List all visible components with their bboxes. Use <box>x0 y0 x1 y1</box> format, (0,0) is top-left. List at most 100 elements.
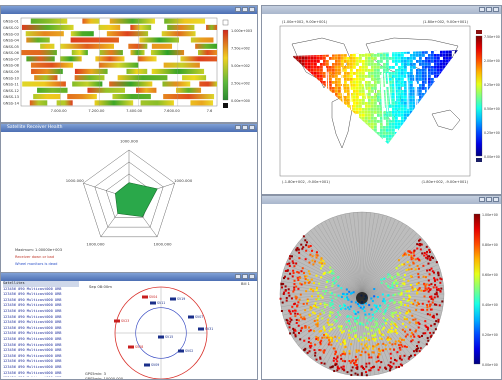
data-gap <box>327 72 331 117</box>
row-label: GNSS-13 <box>3 95 19 99</box>
radial-grid <box>361 293 417 356</box>
minimize-button[interactable] <box>235 7 241 12</box>
close-button[interactable] <box>249 7 255 12</box>
sky-titlebar[interactable] <box>1 273 257 281</box>
minimize-button[interactable] <box>479 7 485 12</box>
radial-grid <box>307 232 363 295</box>
map-colorbar-min <box>476 158 482 162</box>
timeline-bar <box>117 75 168 81</box>
list-item[interactable]: 123456 090 Multicast000 ORB <box>3 370 62 375</box>
map-titlebar[interactable] <box>262 6 501 14</box>
timeline-bar <box>136 87 157 93</box>
radial-grid <box>310 293 363 358</box>
list-item[interactable]: 123456 090 Multicast000 ORB <box>3 325 62 330</box>
close-button[interactable] <box>493 197 499 202</box>
list-item[interactable]: 123456 090 Multicast000 ORB <box>3 292 62 297</box>
satellite-marker <box>158 335 164 339</box>
radial-grid <box>349 212 363 295</box>
minimize-button[interactable] <box>235 125 241 130</box>
timeline-bar <box>163 62 200 68</box>
timeline-bar <box>37 87 68 93</box>
row-label: GNSS-03 <box>3 32 19 36</box>
radial-grid <box>290 252 363 295</box>
data-gap <box>349 83 353 111</box>
satellite-label: SV28 <box>135 345 143 349</box>
map-colorbar-tick: 7.50e+00 <box>484 35 500 39</box>
maximize-button[interactable] <box>242 7 248 12</box>
map-corner-tl: (1.00e+002, 9.00e+001) <box>282 20 328 24</box>
radar-title: Satellite Receiver Health <box>7 125 63 130</box>
radial-grid <box>287 260 363 295</box>
close-button[interactable] <box>249 125 255 130</box>
list-item[interactable]: 123456 090 Multicast000 ORB <box>3 308 62 313</box>
timeline-bar <box>139 37 180 43</box>
satellite-label: SV11 <box>157 301 165 305</box>
timeline-bar <box>98 24 121 30</box>
satellite-label: SV02 <box>185 349 193 353</box>
list-item[interactable]: 123456 090 Multicast000 ORB <box>3 297 62 302</box>
row-label: GNSS-08 <box>3 64 20 68</box>
radar-status-1: Maximum: 1.00000e+003 <box>15 248 63 252</box>
list-item[interactable]: 123456 090 Multicast000 ORB <box>3 359 62 364</box>
data-gap <box>413 70 417 123</box>
timeline-bar <box>70 31 94 37</box>
polar-plot: 1.00e+00 0.80e+00 0.60e+00 0.40e+00 0.20e+00… <box>279 211 498 377</box>
radial-grid <box>340 214 363 295</box>
map-colorbar-tick: 2.00e+00 <box>484 59 500 63</box>
satellite-marker <box>144 363 150 367</box>
radial-grid <box>303 235 363 295</box>
close-button[interactable] <box>249 274 255 279</box>
sky-corner-label: Bill 1 <box>241 282 250 286</box>
close-button[interactable] <box>493 7 499 12</box>
radar-titlebar[interactable]: Satellite Receiver Health <box>1 124 257 132</box>
satellite-marker <box>150 301 156 305</box>
radial-grid <box>307 293 363 356</box>
maximize-button[interactable] <box>242 274 248 279</box>
list-item[interactable]: 123456 090 Multicast000 ORB <box>3 314 62 319</box>
data-gap <box>340 85 345 112</box>
list-item[interactable]: 123456 090 Multicast000 ORB <box>3 286 62 291</box>
list-item[interactable]: 123456 090 Multicast000 ORB <box>3 364 62 369</box>
satellite-label: SV23 <box>121 319 129 323</box>
timeline-bar <box>140 100 174 106</box>
list-item[interactable]: 123456 090 Multicast000 ORB <box>3 320 62 325</box>
list-item[interactable]: 123456 090 Multicast000 ORB <box>3 331 62 336</box>
satellite-list[interactable]: Satellites 123456 090 Multicast000 ORB 123… <box>3 281 79 377</box>
radar-axis-label: 1000.000 <box>153 242 172 247</box>
timeline-bar <box>30 18 68 24</box>
minimize-button[interactable] <box>479 197 485 202</box>
timeline-titlebar[interactable] <box>1 6 257 14</box>
radar-axis-label: 1000.000 <box>174 178 193 183</box>
list-item[interactable]: 123456 090 Multicast000 ORB <box>3 353 62 358</box>
list-item[interactable]: 123456 090 Multicast000 ORB <box>3 336 62 341</box>
maximize-button[interactable] <box>486 197 492 202</box>
map-colorbar-tick: 0.50e+00 <box>484 107 500 111</box>
radial-grid <box>361 215 388 295</box>
timeline-bar <box>112 94 151 100</box>
radial-grid <box>283 293 363 320</box>
timeline-bar <box>126 68 148 74</box>
timeline-bar <box>99 50 123 56</box>
radial-grid <box>287 293 363 328</box>
timeline-bar <box>137 56 157 62</box>
list-item[interactable]: 123456 090 Multicast000 ORB <box>3 303 62 308</box>
radial-grid <box>361 245 429 295</box>
radar-status-2: Receiver down or bad <box>15 255 55 259</box>
row-label: GNSS-10 <box>3 76 20 80</box>
row-label: GNSS-12 <box>3 89 19 93</box>
data-gap <box>381 77 385 107</box>
radial-grid <box>320 222 363 295</box>
sky-top-label: Sep 08:00m <box>89 284 112 289</box>
maximize-button[interactable] <box>486 7 492 12</box>
satellite-marker <box>170 297 176 301</box>
timeline-bar <box>195 43 217 49</box>
polar-titlebar[interactable] <box>262 196 501 204</box>
maximize-button[interactable] <box>242 125 248 130</box>
minimize-button[interactable] <box>235 274 241 279</box>
colorbar <box>222 29 229 101</box>
list-item[interactable]: 123456 090 Multicast000 ORB <box>3 348 62 353</box>
list-item[interactable]: 123456 090 Multicast000 ORB <box>3 342 62 347</box>
radial-grid <box>280 293 363 303</box>
timeline-bar <box>87 87 125 93</box>
list-item[interactable]: 123456 090 Multicast000 ORB <box>3 376 79 377</box>
